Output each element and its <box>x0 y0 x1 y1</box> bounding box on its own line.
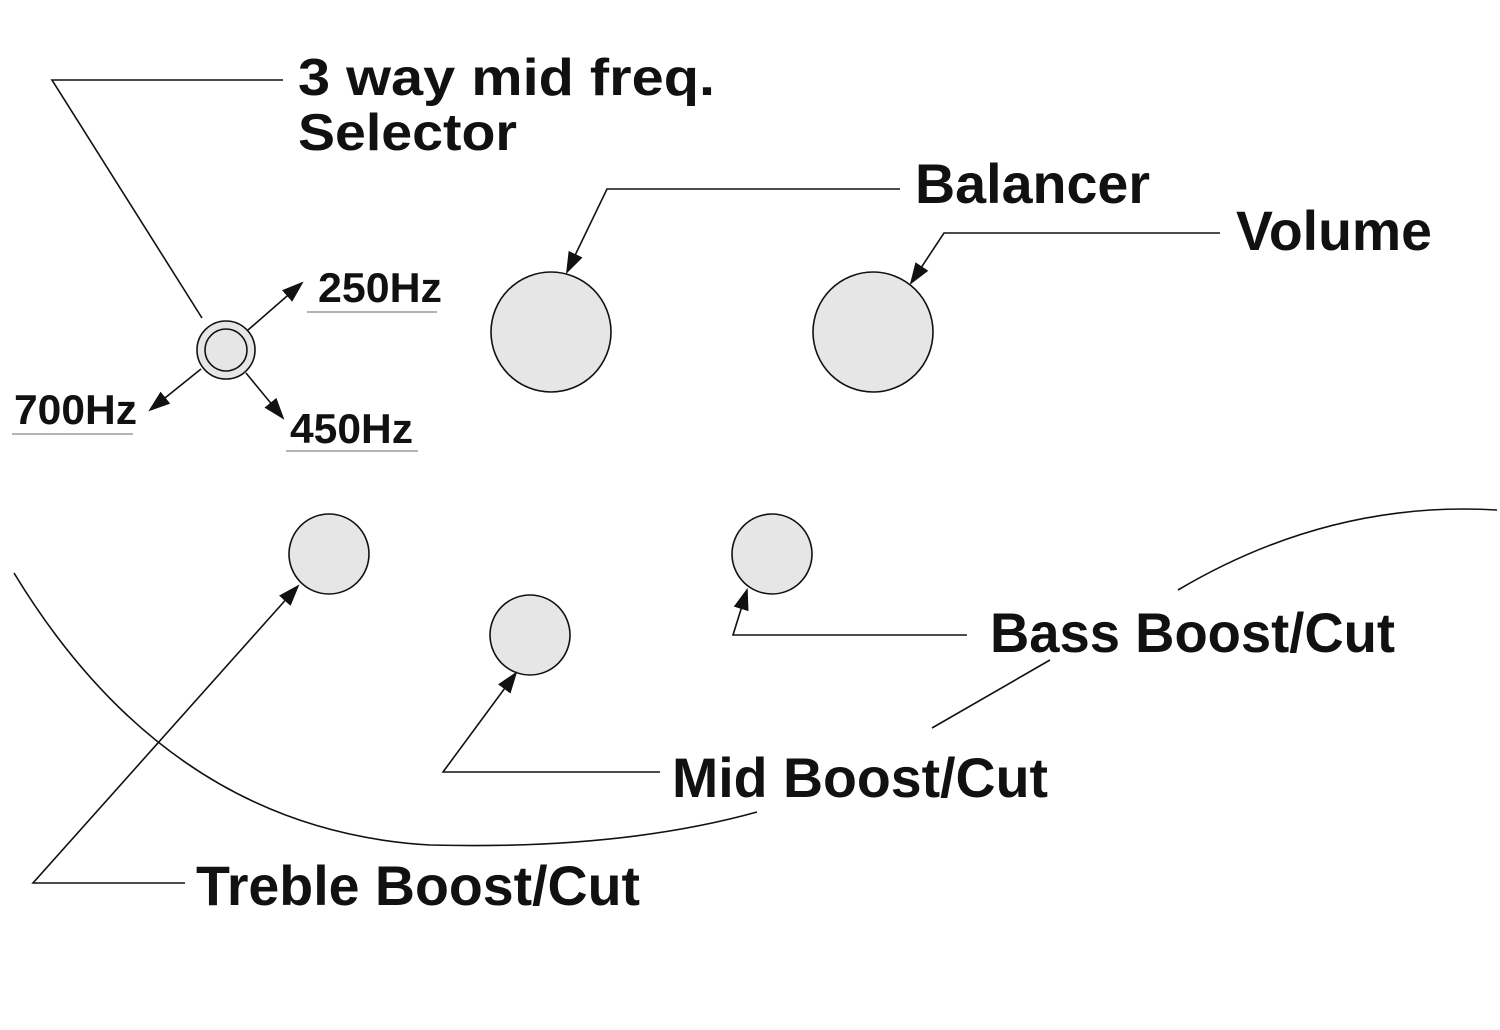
bass-knob[interactable] <box>731 513 813 595</box>
volume-leader-line <box>909 232 1220 285</box>
selector-leader-line <box>50 79 283 319</box>
mid-label: Mid Boost/Cut <box>672 746 1048 809</box>
bass-leader-line <box>731 587 967 636</box>
selector-label-line1: 3 way mid freq. <box>298 49 715 107</box>
volume-knob[interactable] <box>812 271 934 393</box>
arrow-700hz <box>148 368 202 412</box>
balancer-leader-line <box>566 188 900 274</box>
body-outline-curve <box>13 572 758 847</box>
arrow-450hz <box>245 372 285 420</box>
volume-label: Volume <box>1236 199 1432 262</box>
treble-knob[interactable] <box>288 513 370 595</box>
mid-knob[interactable] <box>489 594 571 676</box>
balancer-knob[interactable] <box>490 271 612 393</box>
treble-label: Treble Boost/Cut <box>196 854 640 917</box>
body-outline-curve <box>1177 508 1498 591</box>
mid-leader-line <box>441 671 660 773</box>
treble-leader-line <box>31 584 300 884</box>
selector-label-line2: Selector <box>298 104 517 162</box>
arrow-250hz <box>247 281 304 331</box>
mid-freq-selector-switch[interactable] <box>196 320 256 380</box>
body-outline-curve <box>931 659 1051 729</box>
bass-label: Bass Boost/Cut <box>990 601 1395 664</box>
balancer-label: Balancer <box>915 152 1150 215</box>
freq-450hz-label: 450Hz <box>290 405 413 452</box>
freq-250hz-label: 250Hz <box>318 264 442 311</box>
freq-700hz-label: 700Hz <box>14 386 137 433</box>
